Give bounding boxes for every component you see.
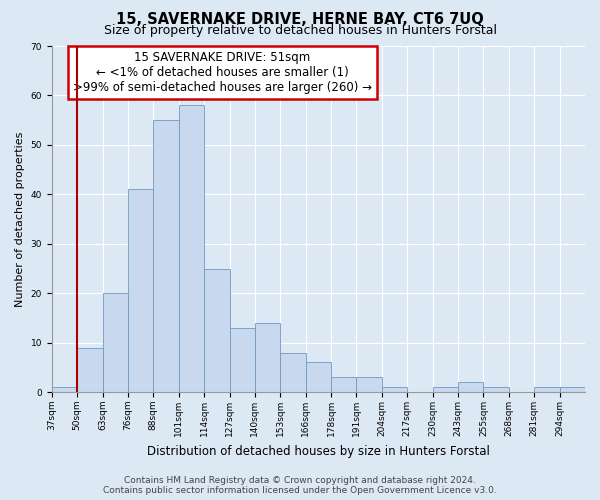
Bar bbox=[128, 190, 154, 392]
Bar bbox=[534, 387, 560, 392]
Bar bbox=[280, 352, 305, 392]
Bar bbox=[179, 106, 204, 392]
Text: 15, SAVERNAKE DRIVE, HERNE BAY, CT6 7UQ: 15, SAVERNAKE DRIVE, HERNE BAY, CT6 7UQ bbox=[116, 12, 484, 28]
X-axis label: Distribution of detached houses by size in Hunters Forstal: Distribution of detached houses by size … bbox=[147, 444, 490, 458]
Bar bbox=[230, 328, 255, 392]
Bar bbox=[484, 387, 509, 392]
Bar bbox=[305, 362, 331, 392]
Bar bbox=[331, 378, 356, 392]
Bar bbox=[103, 294, 128, 392]
Bar bbox=[204, 268, 230, 392]
Text: 15 SAVERNAKE DRIVE: 51sqm
← <1% of detached houses are smaller (1)
>99% of semi-: 15 SAVERNAKE DRIVE: 51sqm ← <1% of detac… bbox=[73, 51, 372, 94]
Bar bbox=[154, 120, 179, 392]
Bar bbox=[52, 387, 77, 392]
Bar bbox=[382, 387, 407, 392]
Bar bbox=[77, 348, 103, 392]
Y-axis label: Number of detached properties: Number of detached properties bbox=[15, 132, 25, 307]
Text: Size of property relative to detached houses in Hunters Forstal: Size of property relative to detached ho… bbox=[104, 24, 497, 37]
Bar bbox=[560, 387, 585, 392]
Bar bbox=[356, 378, 382, 392]
Bar bbox=[433, 387, 458, 392]
Bar bbox=[255, 323, 280, 392]
Text: Contains HM Land Registry data © Crown copyright and database right 2024.
Contai: Contains HM Land Registry data © Crown c… bbox=[103, 476, 497, 495]
Bar bbox=[458, 382, 484, 392]
